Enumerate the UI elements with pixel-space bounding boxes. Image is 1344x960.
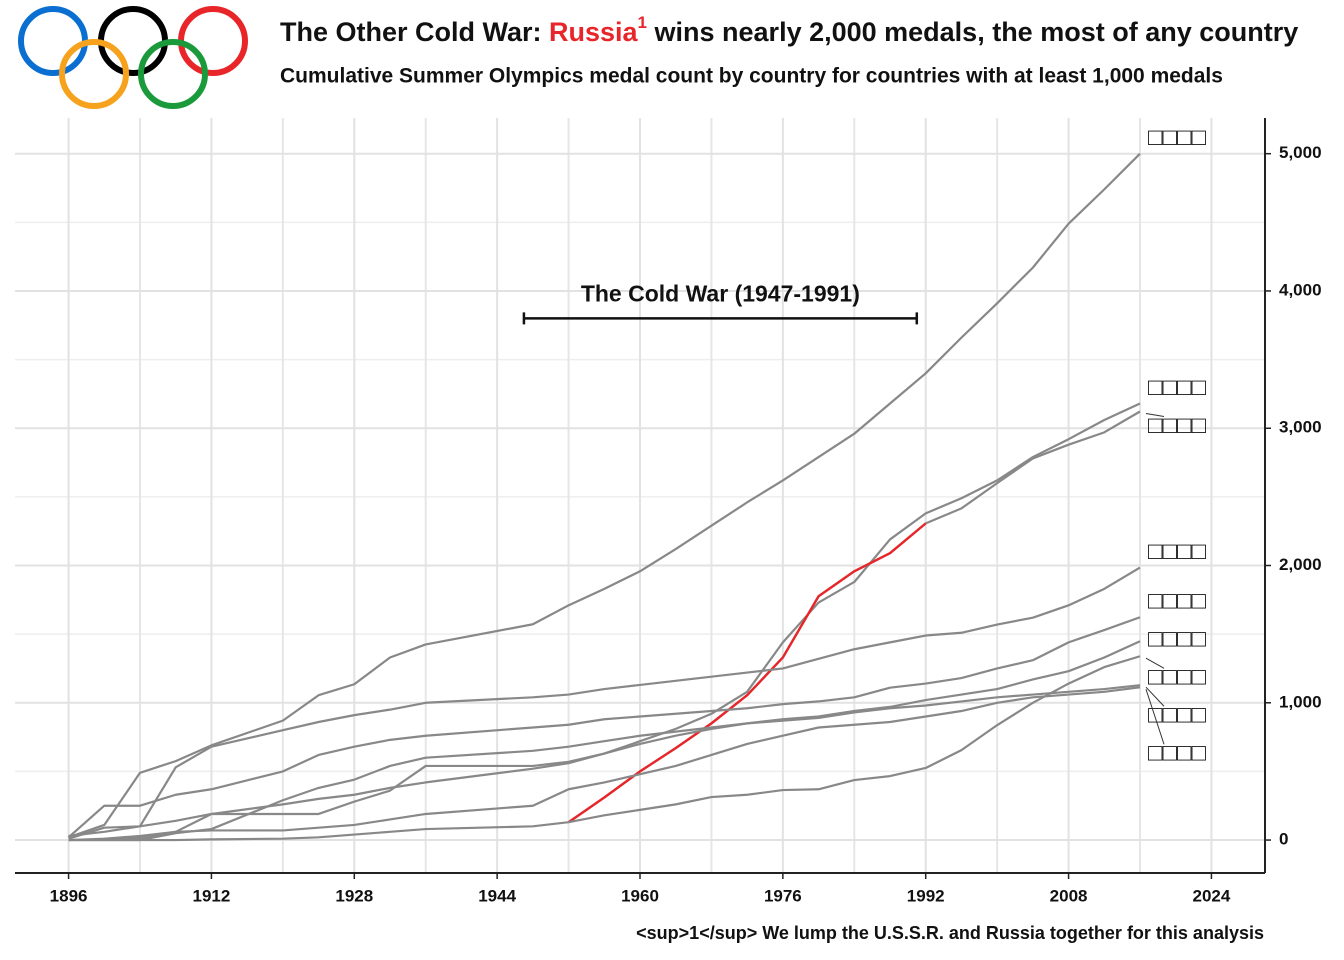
x-tick-label: 2024 xyxy=(1193,886,1231,905)
series-label: □□□□ xyxy=(1148,740,1206,767)
series-label: □□□□ xyxy=(1148,702,1206,729)
label-leader xyxy=(1145,412,1165,418)
y-tick-label: 4,000 xyxy=(1279,280,1322,299)
series-line xyxy=(68,684,1141,842)
label-leader xyxy=(1145,657,1165,669)
x-tick-label: 1912 xyxy=(193,886,231,905)
series-label: □□□□ xyxy=(1148,374,1206,401)
series-label: □□□□ xyxy=(1148,588,1206,615)
x-tick-label: 1928 xyxy=(335,886,373,905)
chart-title: The Other Cold War: Russia1 wins nearly … xyxy=(280,13,1298,47)
y-tick-label: 1,000 xyxy=(1279,692,1322,711)
title-superscript: 1 xyxy=(638,13,647,32)
series-label: □□□□ xyxy=(1148,124,1206,151)
olympic-rings xyxy=(18,6,248,109)
series-label: □□□□ xyxy=(1148,538,1206,565)
x-tick-label: 1944 xyxy=(478,886,516,905)
highlight-line xyxy=(567,522,927,824)
series-label: □□□□ xyxy=(1148,626,1206,653)
x-tick-label: 2008 xyxy=(1050,886,1088,905)
annotation-bracket xyxy=(522,312,919,325)
y-tick-label: 5,000 xyxy=(1279,143,1322,162)
x-tick-label: 1976 xyxy=(764,886,802,905)
x-tick-label: 1960 xyxy=(621,886,659,905)
y-tick-label: 0 xyxy=(1279,830,1288,849)
label-leader xyxy=(1145,686,1165,707)
series-line xyxy=(68,686,1141,842)
series-line xyxy=(68,640,1141,842)
series-label: □□□□ xyxy=(1148,664,1206,691)
label-leader xyxy=(1145,689,1165,745)
x-tick-label: 1992 xyxy=(907,886,945,905)
grid xyxy=(15,118,1265,873)
footnote: <sup>1</sup> We lump the U.S.S.R. and Ru… xyxy=(636,923,1264,943)
title-highlight: Russia xyxy=(549,17,639,47)
series-line xyxy=(67,616,1141,839)
series-line xyxy=(68,152,1141,839)
annotation-text: The Cold War (1947-1991) xyxy=(581,280,860,306)
y-tick-label: 3,000 xyxy=(1279,418,1322,437)
series-line xyxy=(68,655,1141,842)
title-text: wins nearly 2,000 medals, the most of an… xyxy=(647,17,1298,47)
series-line xyxy=(68,566,1141,840)
title-text: The Other Cold War: xyxy=(280,17,549,47)
y-tick-label: 2,000 xyxy=(1279,555,1322,574)
series-label: □□□□ xyxy=(1148,412,1206,439)
chart-subtitle: Cumulative Summer Olympics medal count b… xyxy=(280,65,1223,88)
x-tick-label: 1896 xyxy=(50,886,88,905)
